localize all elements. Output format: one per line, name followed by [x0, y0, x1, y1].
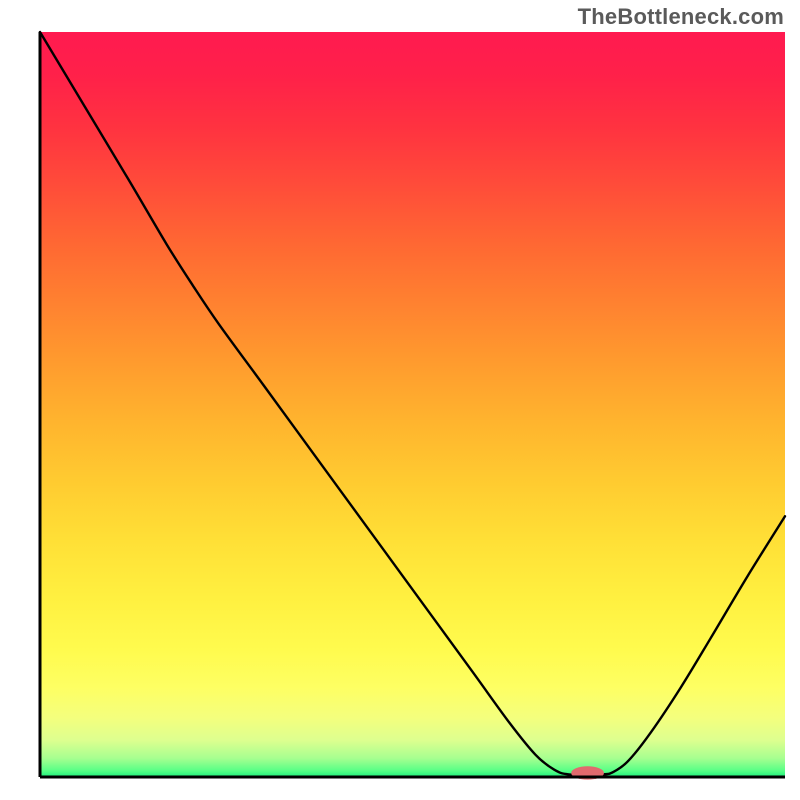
bottleneck-chart — [0, 0, 800, 800]
chart-container: TheBottleneck.com — [0, 0, 800, 800]
watermark-text: TheBottleneck.com — [578, 4, 784, 30]
plot-background — [40, 32, 785, 777]
